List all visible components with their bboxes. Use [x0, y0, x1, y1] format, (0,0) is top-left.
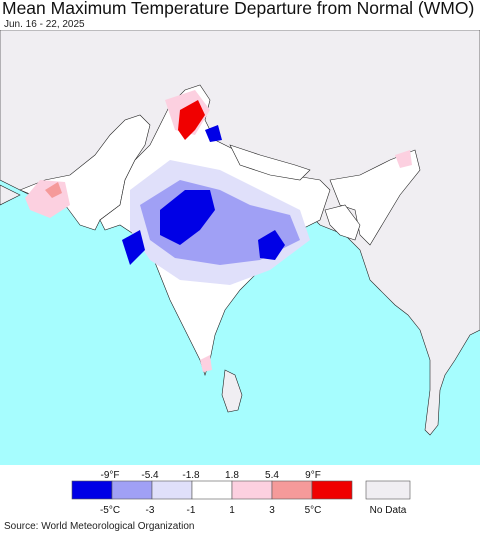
fahrenheit-tick: 1.8	[225, 470, 239, 481]
temperature-anomaly-map	[0, 30, 480, 465]
celsius-tick: 5°C	[305, 505, 322, 516]
no-data-label: No Data	[370, 505, 407, 516]
sri-lanka	[221, 369, 243, 413]
celsius-tick: -3	[146, 505, 155, 516]
legend-bin	[191, 480, 233, 500]
warm-anomaly-light-south	[200, 355, 212, 372]
legend-bin	[111, 480, 153, 500]
warm-anomaly-strong-north	[178, 100, 205, 140]
celsius-tick: -5°C	[100, 505, 120, 516]
bangladesh	[324, 204, 361, 241]
legend-bins	[71, 480, 353, 500]
legend: -9°F -5.4 -1.8 1.8 5.4 9°F -5°C -3 -1 1 …	[71, 470, 411, 516]
fahrenheit-tick-labels: -9°F -5.4 -1.8 1.8 5.4 9°F	[101, 470, 321, 481]
cool-anomaly-strong-east	[258, 230, 285, 260]
date-range: Jun. 16 - 22, 2025	[4, 19, 85, 30]
nepal	[229, 144, 311, 181]
northeast-india	[329, 149, 421, 246]
fahrenheit-tick: -5.4	[141, 470, 159, 481]
warm-anomaly-medium-pakistan	[45, 182, 62, 198]
cool-anomaly-strong-north	[205, 125, 222, 142]
map-title: Mean Maximum Temperature Departure from …	[2, 0, 475, 18]
warm-anomaly-light-northeast	[395, 150, 412, 168]
celsius-tick: 1	[229, 505, 235, 516]
celsius-tick-labels: -5°C -3 -1 1 3 5°C	[100, 505, 321, 516]
legend-bin	[311, 480, 353, 500]
legend-bin	[271, 480, 313, 500]
cool-anomaly-strong-west	[122, 230, 145, 265]
fahrenheit-tick: -9°F	[101, 470, 120, 481]
no-data-swatch	[365, 480, 411, 500]
legend-bin	[71, 480, 113, 500]
pakistan	[19, 114, 151, 231]
celsius-tick: 3	[269, 505, 275, 516]
fahrenheit-tick: -1.8	[182, 470, 200, 481]
legend-bin	[231, 480, 273, 500]
legend-bin	[151, 480, 193, 500]
arabia-land	[0, 184, 21, 206]
fahrenheit-tick: 9°F	[305, 470, 321, 481]
celsius-tick: -1	[187, 505, 196, 516]
cool-anomaly-strong-central	[160, 190, 215, 245]
source-credit: Source: World Meteorological Organizatio…	[4, 521, 195, 532]
fahrenheit-tick: 5.4	[265, 470, 279, 481]
